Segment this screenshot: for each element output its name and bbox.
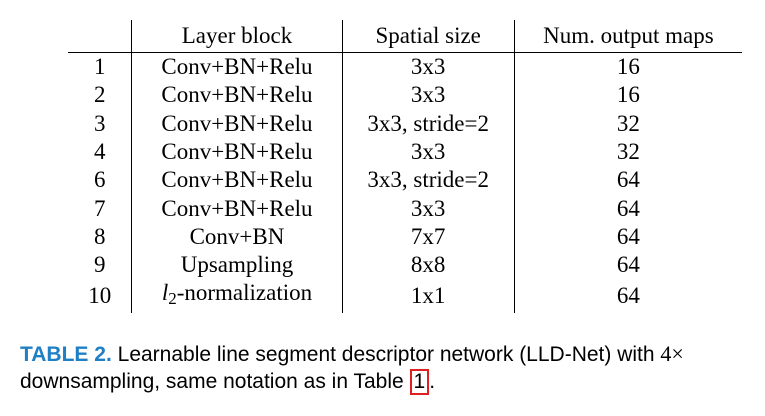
row-size: 7x7 [341, 222, 515, 252]
caption-math: 4× [660, 341, 684, 366]
header-layer-block: Layer block [131, 20, 343, 53]
row-size: 8x8 [341, 251, 515, 280]
caption-label: TABLE 2. [20, 343, 112, 366]
row-size: 3x3 [341, 52, 515, 82]
table-row: 3 Conv+BN+Relu 3x3, stride=2 32 [68, 109, 742, 138]
row-maps: 32 [513, 109, 742, 138]
row-layer: Upsampling [131, 251, 343, 280]
row-layer: Conv+BN+Relu [131, 137, 343, 167]
row-maps: 64 [513, 279, 742, 314]
caption-text-after: downsampling, same notation as in Table [20, 370, 404, 393]
row-layer: -normalization [176, 280, 313, 306]
header-index [68, 20, 132, 53]
architecture-table: Layer block Spatial size Num. output map… [68, 20, 742, 314]
row-index: 10 [88, 283, 112, 309]
table-row: 9 Upsampling 8x8 64 [68, 251, 742, 280]
row-size: 3x3 [341, 137, 515, 167]
row-layer: Conv+BN+Relu [131, 194, 343, 223]
row-index: 3 [93, 110, 106, 136]
row-index: 1 [93, 54, 106, 80]
row-index: 2 [93, 82, 106, 108]
row-size: 3x3, stride=2 [341, 109, 515, 138]
row-maps: 64 [513, 251, 742, 280]
row-maps: 16 [513, 81, 742, 110]
row-layer: Conv+BN [131, 222, 343, 252]
architecture-table-container: Layer block Spatial size Num. output map… [68, 20, 742, 314]
table-row: 4 Conv+BN+Relu 3x3 32 [68, 137, 742, 167]
caption-text-before: Learnable line segment descriptor networ… [117, 343, 655, 366]
row-maps: 32 [513, 137, 742, 167]
row-layer-math: l2-normalization [131, 279, 343, 314]
table-row: 8 Conv+BN 7x7 64 [68, 222, 742, 252]
row-maps: 64 [513, 166, 742, 195]
table-caption: TABLE 2. Learnable line segment descript… [20, 340, 750, 395]
row-layer: Conv+BN+Relu [131, 81, 343, 110]
table-header-row: Layer block Spatial size Num. output map… [68, 20, 742, 53]
row-maps: 16 [513, 52, 742, 82]
table-row: 10 l2-normalization 1x1 64 [68, 279, 742, 314]
caption-end: . [429, 370, 436, 393]
row-size: 3x3 [341, 81, 515, 110]
row-layer: Conv+BN+Relu [131, 52, 343, 82]
row-index: 7 [93, 195, 106, 221]
row-size: 3x3 [341, 194, 515, 223]
math-l-symbol: l [161, 280, 169, 306]
row-size: 1x1 [341, 279, 515, 314]
row-index: 9 [93, 252, 106, 278]
table-reference-link[interactable]: 1 [409, 369, 430, 395]
row-layer: Conv+BN+Relu [131, 109, 343, 138]
row-index: 4 [93, 139, 106, 165]
row-maps: 64 [513, 194, 742, 223]
table-row: 1 Conv+BN+Relu 3x3 16 [68, 52, 742, 82]
row-index: 6 [93, 167, 106, 193]
header-output-maps: Num. output maps [513, 20, 742, 53]
table-row: 6 Conv+BN+Relu 3x3, stride=2 64 [68, 166, 742, 195]
header-spatial-size: Spatial size [341, 20, 515, 53]
math-subscript: 2 [168, 289, 177, 309]
row-layer: Conv+BN+Relu [131, 166, 343, 195]
row-size: 3x3, stride=2 [341, 166, 515, 195]
table-row: 2 Conv+BN+Relu 3x3 16 [68, 81, 742, 110]
row-maps: 64 [513, 222, 742, 252]
row-index: 8 [93, 223, 106, 249]
table-row: 7 Conv+BN+Relu 3x3 64 [68, 194, 742, 223]
